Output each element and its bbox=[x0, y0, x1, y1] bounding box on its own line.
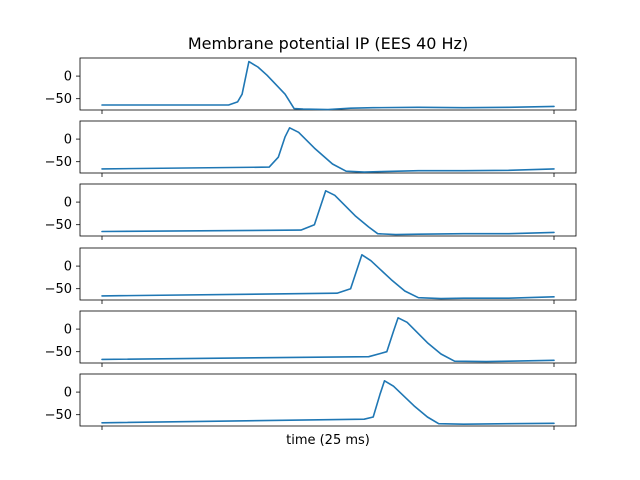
series-line-1 bbox=[101, 60, 555, 111]
y-tick-label: −50 bbox=[45, 408, 72, 423]
subplot-frame bbox=[79, 373, 577, 427]
x-axis-label: time (25 ms) bbox=[286, 433, 370, 448]
y-tick-label: 0 bbox=[64, 386, 72, 401]
subplot-4: 0−50 bbox=[45, 247, 577, 304]
y-tick-label: −50 bbox=[45, 345, 72, 360]
series-line-3 bbox=[101, 190, 555, 236]
chart-title: Membrane potential IP (EES 40 Hz) bbox=[188, 34, 468, 53]
y-tick-label: 0 bbox=[64, 260, 72, 275]
y-tick-label: 0 bbox=[64, 133, 72, 148]
series-line-4 bbox=[101, 254, 555, 300]
y-tick-label: −50 bbox=[45, 218, 72, 233]
subplot-6: 0−50 bbox=[45, 373, 577, 430]
subplot-5: 0−50 bbox=[45, 310, 577, 367]
y-tick-label: −50 bbox=[45, 155, 72, 170]
subplot-frame bbox=[79, 183, 577, 237]
y-tick-label: 0 bbox=[64, 70, 72, 85]
y-tick-label: 0 bbox=[64, 196, 72, 211]
y-tick-label: 0 bbox=[64, 323, 72, 338]
series-line-5 bbox=[101, 317, 555, 363]
chart-panels: 0−500−500−500−500−500−50 bbox=[45, 57, 577, 430]
subplot-2: 0−50 bbox=[45, 120, 577, 177]
y-tick-label: −50 bbox=[45, 282, 72, 297]
series-line-6 bbox=[101, 380, 555, 425]
subplot-frame bbox=[79, 310, 577, 364]
subplot-frame bbox=[79, 247, 577, 301]
subplot-frame bbox=[79, 57, 577, 111]
subplot-1: 0−50 bbox=[45, 57, 577, 114]
subplot-frame bbox=[79, 120, 577, 174]
subplot-3: 0−50 bbox=[45, 183, 577, 240]
series-line-2 bbox=[101, 127, 555, 173]
y-tick-label: −50 bbox=[45, 92, 72, 107]
